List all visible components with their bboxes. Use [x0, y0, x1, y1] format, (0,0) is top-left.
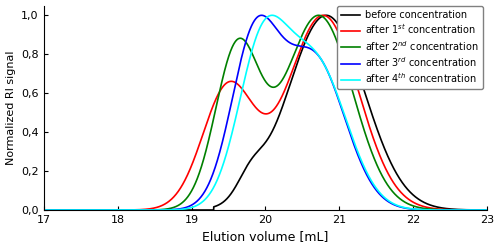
after 3$^{rd}$ concentration [476, 208, 482, 211]
after 2$^{nd}$ concentration [118, 208, 124, 211]
Line: after 1$^{st}$ concentration: after 1$^{st}$ concentration [44, 15, 488, 210]
after 1$^{st}$ concentration [428, 207, 434, 210]
after 3$^{rd}$ concentration [118, 208, 124, 211]
after 1$^{st}$ concentration [230, 80, 236, 83]
after 4$^{th}$ concentration [476, 208, 482, 211]
after 4$^{th}$ concentration [484, 208, 490, 211]
after 1$^{st}$ concentration [118, 208, 124, 211]
after 4$^{th}$ concentration [118, 208, 124, 211]
after 1$^{st}$ concentration [476, 208, 482, 211]
after 4$^{th}$ concentration [428, 208, 434, 211]
after 4$^{th}$ concentration [230, 127, 236, 130]
Legend: before concentration, after 1$^{st}$ concentration, after 2$^{nd}$ concentration: before concentration, after 1$^{st}$ con… [337, 6, 482, 89]
X-axis label: Elution volume [mL]: Elution volume [mL] [202, 230, 328, 244]
Line: before concentration: before concentration [44, 15, 488, 210]
before concentration [323, 14, 329, 17]
after 3$^{rd}$ concentration [484, 208, 490, 211]
Y-axis label: Normalized RI signal: Normalized RI signal [6, 51, 16, 165]
after 2$^{nd}$ concentration [484, 208, 490, 211]
Line: after 2$^{nd}$ concentration: after 2$^{nd}$ concentration [44, 15, 488, 210]
before concentration [211, 205, 217, 208]
after 2$^{nd}$ concentration [40, 208, 46, 211]
after 3$^{rd}$ concentration [211, 170, 217, 173]
Line: after 4$^{th}$ concentration: after 4$^{th}$ concentration [44, 15, 488, 210]
after 2$^{nd}$ concentration [230, 44, 236, 47]
after 3$^{rd}$ concentration [428, 208, 434, 211]
after 2$^{nd}$ concentration [91, 208, 97, 211]
after 4$^{th}$ concentration [40, 208, 46, 211]
Line: after 3$^{rd}$ concentration: after 3$^{rd}$ concentration [44, 15, 488, 210]
before concentration [484, 208, 490, 211]
after 2$^{nd}$ concentration [316, 14, 322, 17]
after 4$^{th}$ concentration [211, 186, 217, 189]
before concentration [428, 204, 434, 207]
after 3$^{rd}$ concentration [258, 14, 264, 17]
after 2$^{nd}$ concentration [211, 116, 217, 119]
after 3$^{rd}$ concentration [40, 208, 46, 211]
after 1$^{st}$ concentration [320, 14, 326, 17]
after 1$^{st}$ concentration [91, 208, 97, 211]
after 1$^{st}$ concentration [211, 103, 217, 106]
after 4$^{th}$ concentration [269, 14, 275, 17]
after 4$^{th}$ concentration [91, 208, 97, 211]
before concentration [230, 189, 236, 192]
before concentration [91, 208, 97, 211]
after 1$^{st}$ concentration [484, 208, 490, 211]
before concentration [40, 208, 46, 211]
before concentration [118, 208, 124, 211]
after 3$^{rd}$ concentration [91, 208, 97, 211]
after 3$^{rd}$ concentration [230, 94, 236, 97]
after 1$^{st}$ concentration [40, 208, 46, 211]
after 2$^{nd}$ concentration [476, 208, 482, 211]
after 2$^{nd}$ concentration [428, 208, 434, 211]
before concentration [476, 208, 482, 211]
